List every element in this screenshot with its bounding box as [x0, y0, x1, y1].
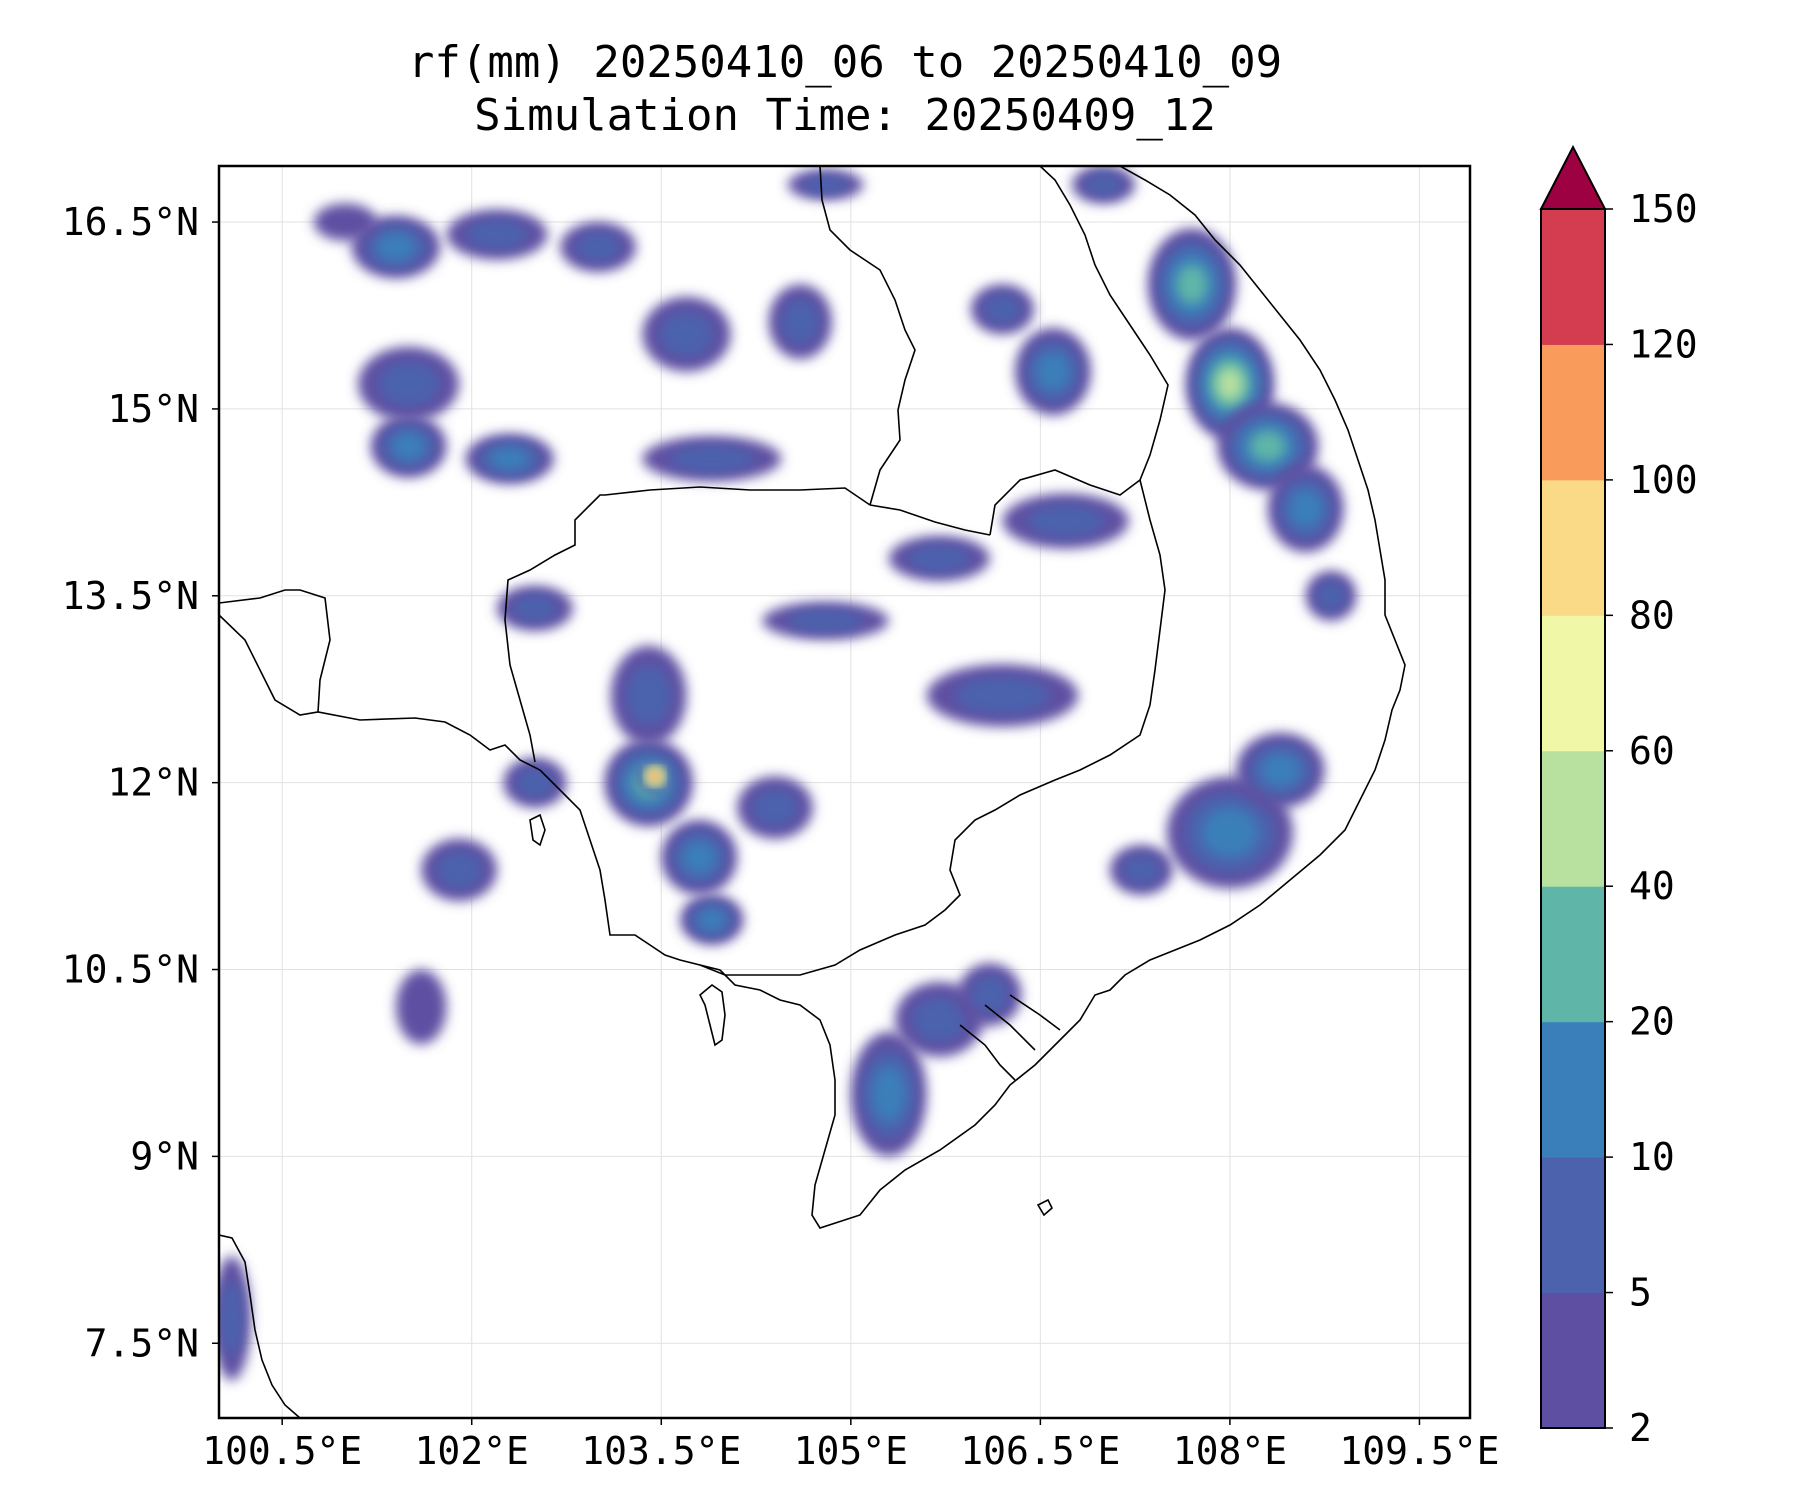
- rain-cell-contour: [1122, 854, 1161, 886]
- colorbar-tick-label: 10: [1629, 1135, 1675, 1179]
- colorbar-tick-label: 150: [1629, 187, 1698, 231]
- border-myanmar-thailand: [219, 589, 331, 713]
- coastline-malay-peninsula: [219, 1234, 301, 1418]
- rain-cell-contour: [912, 996, 967, 1043]
- colorbar-tick-label: 100: [1629, 458, 1698, 502]
- border-thailand-cambodia: [504, 494, 605, 763]
- island-koh-kong: [529, 813, 546, 847]
- colorbar-segment: [1541, 344, 1605, 481]
- rain-cell-contour: [391, 432, 426, 461]
- rain-cell-contour: [669, 444, 755, 473]
- colorbar-tick-label: 2: [1629, 1406, 1652, 1450]
- rain-cell-contour: [515, 767, 555, 798]
- chart-title: rf(mm) 20250410_06 to 20250410_09: [408, 37, 1282, 88]
- rain-cell-contour: [648, 770, 661, 783]
- x-axis-ticks: 100.5°E 102°E 103.5°E 105°E 106.5°E 108°E 109.…: [202, 1418, 1500, 1473]
- colorbar-extend-arrow: [1539, 144, 1607, 210]
- rain-cell-contour: [908, 544, 971, 573]
- rain-cell-contour: [465, 219, 529, 250]
- rain-cell-contour: [435, 850, 483, 890]
- rain-cell-contour: [1217, 367, 1243, 401]
- colorbar-tick-label: 20: [1629, 1000, 1675, 1044]
- colorbar-segment: [1541, 615, 1605, 752]
- rain-cell-contour: [983, 293, 1022, 325]
- x-tick-label: 102°E: [415, 1429, 529, 1473]
- colorbar-segment: [1541, 479, 1605, 616]
- island-con-dao: [1036, 1198, 1053, 1217]
- coastlines-and-borders: [219, 166, 1406, 1418]
- colorbar-segment: [1541, 750, 1605, 887]
- y-tick-label: 9°N: [130, 1134, 199, 1178]
- mekong-delta-channels: [959, 994, 1061, 1081]
- rain-cell-contour: [1201, 807, 1258, 858]
- x-tick-label: 100.5°E: [202, 1429, 362, 1473]
- colorbar-tick-label: 60: [1629, 729, 1675, 773]
- x-tick-label: 103.5°E: [581, 1429, 741, 1473]
- x-tick-label: 108°E: [1173, 1429, 1287, 1473]
- rain-cell-contour: [1250, 431, 1286, 462]
- coastline-mainland: [219, 166, 1406, 1229]
- colorbar-segment: [1541, 1157, 1605, 1294]
- rain-cell-contour: [955, 676, 1050, 715]
- colorbar-tick-label: 5: [1629, 1271, 1652, 1315]
- colorbar-frame: [1540, 208, 1606, 1429]
- y-tick-label: 10.5°N: [62, 948, 199, 992]
- island-phu-quoc: [699, 983, 726, 1047]
- border-laos-vietnam: [989, 166, 1169, 536]
- rainfall-field: [219, 166, 1357, 1381]
- colorbar: 2 5 10 20 40 60 80 100 120 150: [1539, 144, 1698, 1450]
- colorbar-tick-label: 40: [1629, 864, 1675, 908]
- rain-cell-contour: [786, 609, 865, 633]
- colorbar-segment: [1541, 1021, 1605, 1158]
- y-tick-label: 7.5°N: [85, 1321, 199, 1365]
- rain-cell-contour: [697, 908, 726, 931]
- rain-cell-contour: [1315, 580, 1347, 612]
- rain-cell-contour: [970, 975, 1010, 1014]
- rain-cell-contour: [1036, 352, 1070, 391]
- y-tick-label: 13.5°N: [62, 574, 199, 618]
- rain-cell-contour: [574, 231, 622, 263]
- rain-cell-contour: [219, 1280, 244, 1357]
- rain-cell-contour: [682, 840, 717, 875]
- rain-cell-contour: [1288, 489, 1323, 528]
- y-axis-ticks: 16.5°N 15°N 13.5°N 12°N 10.5°N 9°N 7.5°N: [62, 200, 219, 1365]
- rain-cell-contour: [802, 175, 849, 194]
- border-cambodia-vietnam: [699, 479, 1166, 976]
- rain-cell-contour: [659, 311, 714, 358]
- rain-cell-contour: [377, 361, 440, 408]
- rain-cell-contour: [871, 1066, 906, 1122]
- rain-cell-contour: [376, 233, 416, 261]
- rain-cell-contour: [395, 969, 447, 1045]
- rain-cell-contour: [780, 298, 820, 345]
- rain-cell-contour: [489, 447, 530, 470]
- colorbar-segment: [1541, 209, 1605, 345]
- rain-cell-contour: [313, 203, 377, 241]
- x-tick-label: 106.5°E: [960, 1429, 1120, 1473]
- rain-cell-contour: [1260, 753, 1301, 787]
- colorbar-tick-label: 120: [1629, 322, 1698, 366]
- rain-cell-contour: [1176, 264, 1208, 304]
- colorbar-tick-label: 80: [1629, 593, 1675, 637]
- rain-cell-contour: [751, 788, 799, 827]
- colorbar-segment: [1541, 1292, 1605, 1429]
- border-thailand-laos: [604, 486, 871, 506]
- y-tick-label: 15°N: [107, 387, 199, 431]
- rain-cell-contour: [625, 664, 672, 727]
- border-thailand-laos-mekong: [819, 166, 916, 506]
- y-tick-label: 12°N: [107, 761, 199, 805]
- x-tick-label: 109.5°E: [1339, 1429, 1499, 1473]
- rain-cell-contour: [1026, 504, 1105, 538]
- rain-cell-contour: [511, 594, 559, 623]
- chart-subtitle: Simulation Time: 20250409_12: [474, 90, 1216, 141]
- map-plot-area: [219, 166, 1470, 1418]
- border-laos-cambodia: [869, 504, 991, 536]
- colorbar-segment: [1541, 886, 1605, 1023]
- y-tick-label: 16.5°N: [62, 200, 199, 244]
- rain-cell-contour: [1084, 173, 1123, 197]
- map-frame: [217, 164, 1472, 1420]
- x-tick-label: 105°E: [794, 1429, 908, 1473]
